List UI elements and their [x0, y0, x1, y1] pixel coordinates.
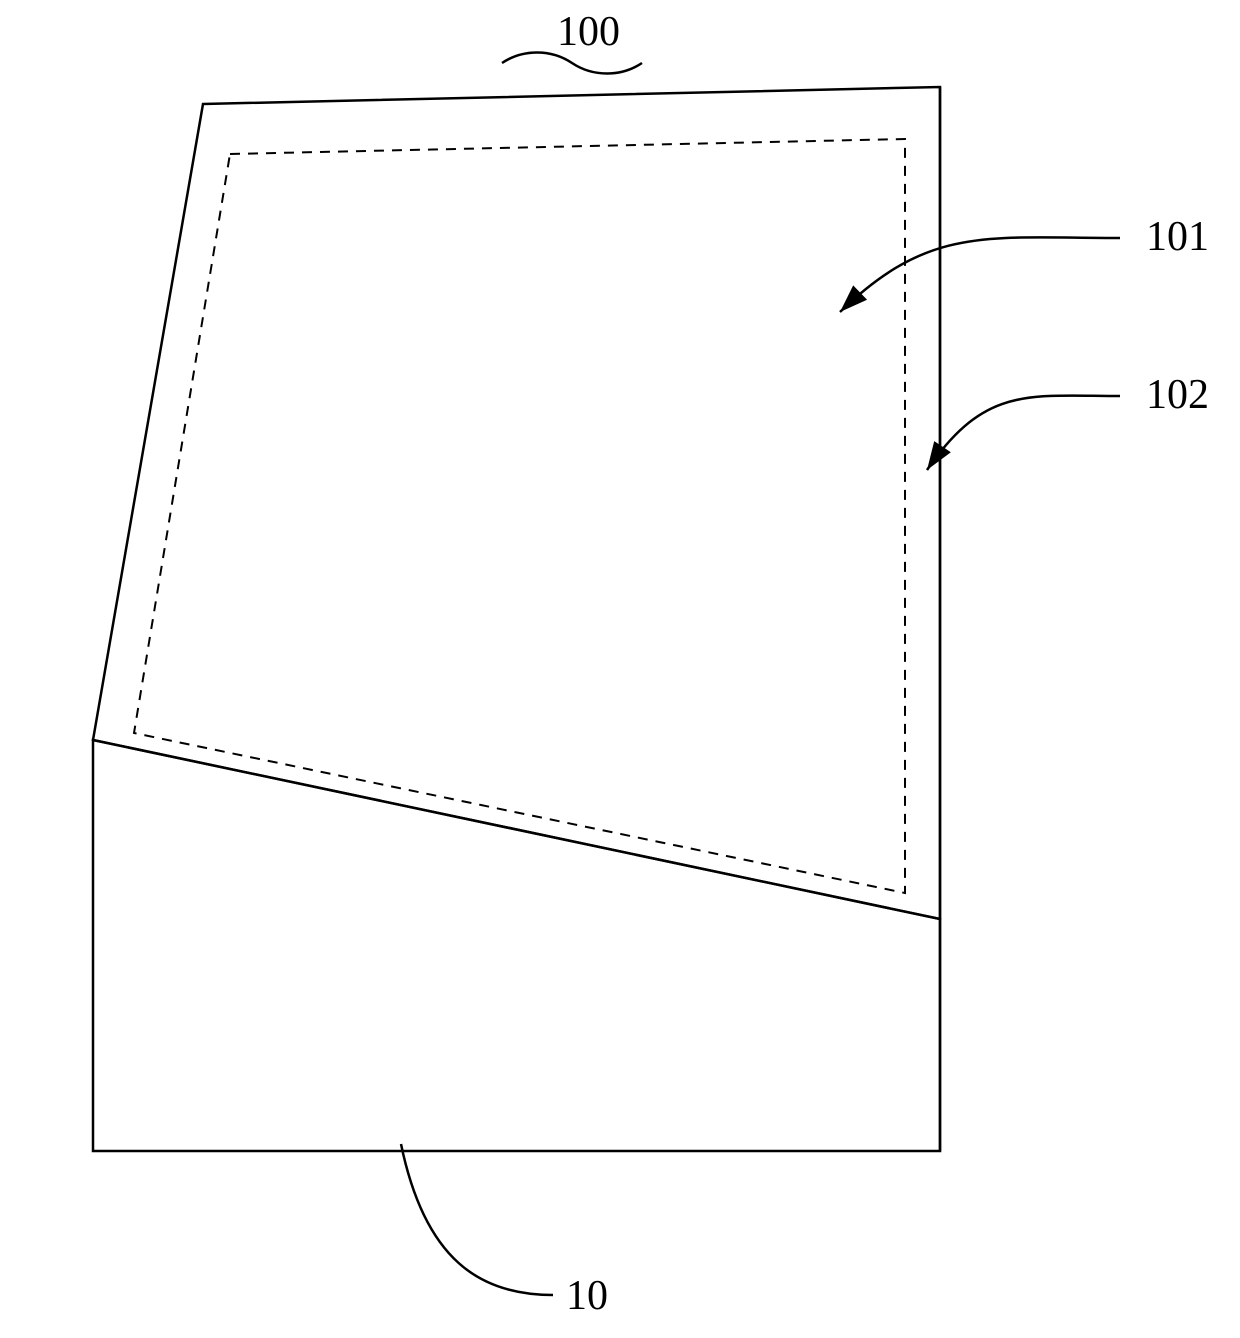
leader-10: [401, 1144, 553, 1295]
label-10-text: 10: [566, 1273, 608, 1319]
leader-101: [840, 237, 1120, 312]
tilde-under-100: [502, 53, 642, 74]
arrowhead: [840, 285, 867, 312]
inner-dashed-region: [134, 139, 905, 893]
label-100-text: 100: [557, 9, 620, 55]
label-102-text: 102: [1146, 372, 1209, 418]
leader-102: [927, 396, 1120, 470]
label-101-text: 101: [1146, 214, 1209, 260]
box-front-face: [93, 740, 940, 1151]
